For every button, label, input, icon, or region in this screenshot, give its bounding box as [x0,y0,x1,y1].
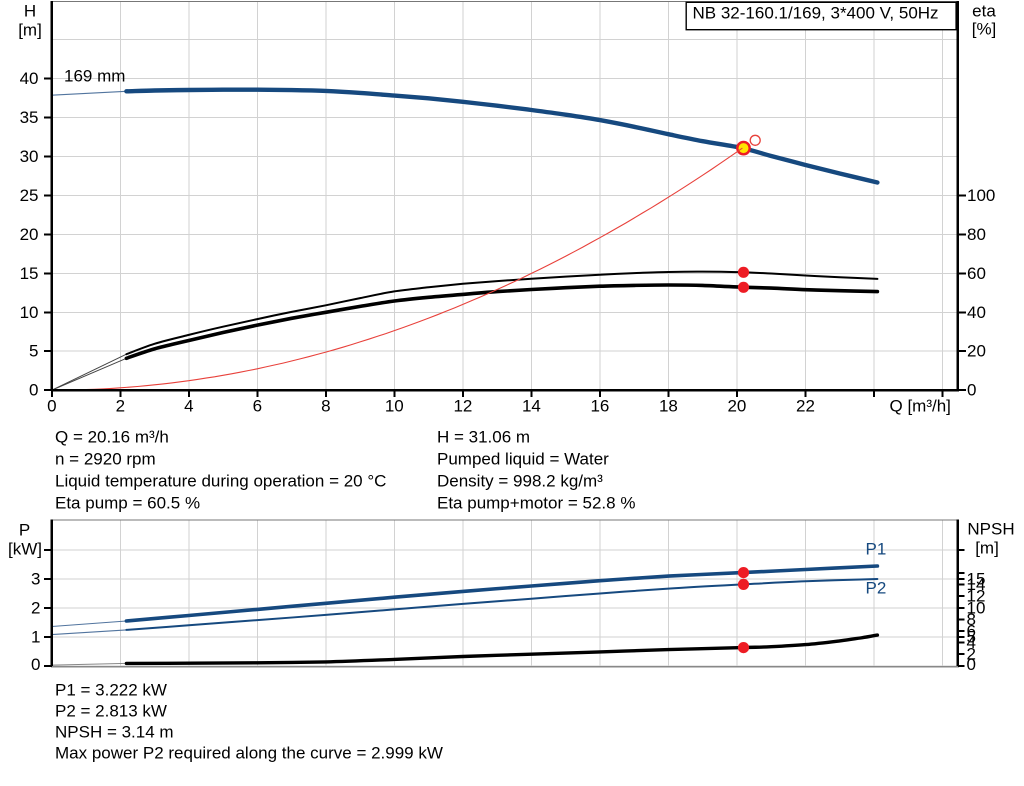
svg-text:Max power P2 required along th: Max power P2 required along the curve = … [55,744,443,763]
svg-text:100: 100 [967,186,995,205]
svg-text:18: 18 [659,396,678,415]
svg-text:Q [m³/h]: Q [m³/h] [890,396,951,415]
svg-text:10: 10 [967,598,986,617]
svg-text:6: 6 [967,622,976,641]
svg-text:5: 5 [29,342,38,361]
svg-text:25: 25 [20,186,39,205]
svg-text:Q = 20.16 m³/h: Q = 20.16 m³/h [55,428,169,447]
svg-text:NPSH: NPSH [967,520,1014,539]
svg-text:2: 2 [967,645,976,664]
svg-text:[%]: [%] [972,20,997,39]
svg-text:n = 2920 rpm: n = 2920 rpm [55,450,156,469]
svg-text:20: 20 [727,396,746,415]
svg-text:20: 20 [20,225,39,244]
svg-text:NPSH = 3.14 m: NPSH = 3.14 m [55,723,174,742]
svg-text:5: 5 [967,627,976,646]
svg-text:30: 30 [20,147,39,166]
svg-text:14: 14 [967,575,986,594]
svg-text:0: 0 [29,381,38,400]
svg-text:Liquid temperature during oper: Liquid temperature during operation = 20… [55,472,386,491]
svg-text:60: 60 [967,264,986,283]
svg-text:2: 2 [31,598,40,617]
svg-text:0: 0 [967,655,976,674]
svg-text:15: 15 [20,264,39,283]
svg-text:Eta pump+motor = 52.8 %: Eta pump+motor = 52.8 % [437,494,635,513]
svg-text:16: 16 [590,396,609,415]
svg-text:12: 12 [967,587,986,606]
svg-text:[kW]: [kW] [8,540,42,559]
svg-text:Eta pump = 60.5 %: Eta pump = 60.5 % [55,494,200,513]
svg-text:P2: P2 [866,579,887,598]
svg-text:P2 = 2.813 kW: P2 = 2.813 kW [55,702,167,721]
svg-text:15: 15 [967,569,986,588]
svg-text:3: 3 [31,570,40,589]
svg-text:[m]: [m] [975,539,999,558]
svg-text:0: 0 [31,655,40,674]
svg-text:10: 10 [20,303,39,322]
svg-text:[m]: [m] [18,21,42,40]
svg-text:12: 12 [453,396,472,415]
svg-text:P: P [19,521,30,540]
svg-text:22: 22 [796,396,815,415]
svg-text:Pumped liquid = Water: Pumped liquid = Water [437,450,609,469]
svg-text:4: 4 [967,633,976,652]
svg-text:H = 31.06 m: H = 31.06 m [437,428,530,447]
svg-text:4: 4 [184,396,193,415]
svg-text:NB 32-160.1/169, 3*400 V, 50Hz: NB 32-160.1/169, 3*400 V, 50Hz [693,4,939,23]
svg-text:0: 0 [967,381,976,400]
svg-text:0: 0 [47,396,56,415]
svg-text:40: 40 [967,303,986,322]
svg-text:80: 80 [967,225,986,244]
svg-text:2: 2 [116,396,125,415]
svg-text:35: 35 [20,108,39,127]
svg-text:6: 6 [253,396,262,415]
svg-text:eta: eta [972,2,996,21]
svg-text:P1: P1 [866,540,887,559]
svg-text:169 mm: 169 mm [64,67,125,86]
svg-text:Density = 998.2 kg/m³: Density = 998.2 kg/m³ [437,472,603,491]
svg-text:P1 = 3.222 kW: P1 = 3.222 kW [55,681,167,700]
svg-text:40: 40 [20,69,39,88]
svg-text:8: 8 [967,610,976,629]
svg-text:1: 1 [31,627,40,646]
svg-text:10: 10 [385,396,404,415]
svg-text:20: 20 [967,342,986,361]
svg-text:H: H [24,2,36,21]
svg-text:14: 14 [522,396,541,415]
svg-text:8: 8 [321,396,330,415]
